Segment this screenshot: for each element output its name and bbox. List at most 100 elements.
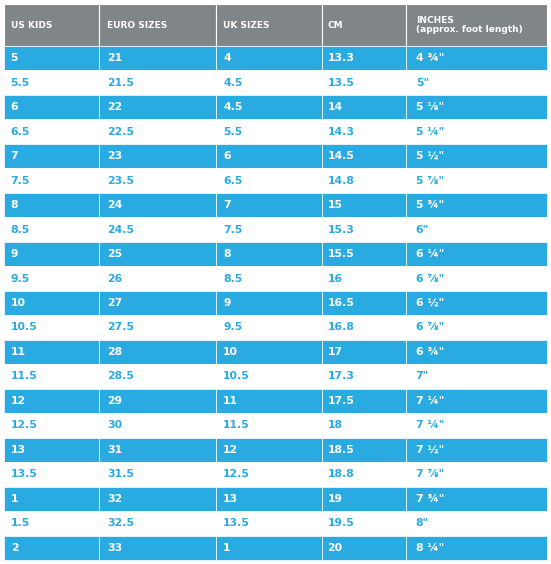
Text: 19: 19 bbox=[327, 494, 343, 504]
Text: 15.3: 15.3 bbox=[327, 224, 354, 235]
Text: 11.5: 11.5 bbox=[223, 420, 250, 430]
Bar bbox=[322, 364, 406, 389]
Bar bbox=[406, 389, 547, 413]
Bar bbox=[99, 315, 216, 340]
Bar bbox=[322, 511, 406, 536]
Bar bbox=[99, 193, 216, 217]
Bar bbox=[406, 511, 547, 536]
Text: 8.5: 8.5 bbox=[10, 224, 30, 235]
Text: 18: 18 bbox=[327, 420, 343, 430]
Text: 6: 6 bbox=[223, 151, 231, 161]
Bar bbox=[216, 169, 322, 193]
Text: 16.8: 16.8 bbox=[327, 323, 354, 332]
Bar bbox=[322, 291, 406, 315]
Bar bbox=[99, 169, 216, 193]
Bar bbox=[4, 193, 99, 217]
Text: 7 ⅞": 7 ⅞" bbox=[415, 469, 444, 479]
Text: 5.5: 5.5 bbox=[10, 78, 30, 88]
Bar bbox=[406, 413, 547, 438]
Bar bbox=[406, 169, 547, 193]
Text: 18.8: 18.8 bbox=[327, 469, 354, 479]
Text: 23.5: 23.5 bbox=[107, 175, 134, 186]
Text: 6.5: 6.5 bbox=[10, 127, 30, 136]
Text: 9.5: 9.5 bbox=[10, 274, 30, 284]
Text: 12.5: 12.5 bbox=[10, 420, 37, 430]
Text: 20: 20 bbox=[327, 543, 343, 553]
Bar bbox=[99, 46, 216, 70]
Bar bbox=[4, 4, 99, 46]
Text: 29: 29 bbox=[107, 396, 122, 406]
Text: 1.5: 1.5 bbox=[10, 518, 30, 528]
Text: UK SIZES: UK SIZES bbox=[223, 20, 269, 29]
Text: 15.5: 15.5 bbox=[327, 249, 354, 259]
Text: 11: 11 bbox=[10, 347, 26, 357]
Text: 14.3: 14.3 bbox=[327, 127, 354, 136]
Bar bbox=[4, 266, 99, 291]
Text: 12.5: 12.5 bbox=[223, 469, 250, 479]
Text: 5 ¾": 5 ¾" bbox=[415, 200, 444, 210]
Bar bbox=[406, 46, 547, 70]
Bar bbox=[216, 70, 322, 95]
Bar bbox=[406, 193, 547, 217]
Bar bbox=[216, 46, 322, 70]
Bar bbox=[99, 217, 216, 242]
Bar bbox=[99, 536, 216, 560]
Bar bbox=[4, 536, 99, 560]
Bar bbox=[406, 462, 547, 487]
Bar bbox=[322, 144, 406, 169]
Text: 7 ¼": 7 ¼" bbox=[415, 396, 444, 406]
Text: 6 ½": 6 ½" bbox=[415, 298, 444, 308]
Bar bbox=[4, 511, 99, 536]
Bar bbox=[322, 487, 406, 511]
Bar bbox=[4, 169, 99, 193]
Text: 7": 7" bbox=[415, 372, 429, 381]
Bar bbox=[322, 413, 406, 438]
Bar bbox=[99, 462, 216, 487]
Bar bbox=[4, 217, 99, 242]
Bar bbox=[4, 144, 99, 169]
Bar bbox=[406, 4, 547, 46]
Bar bbox=[322, 4, 406, 46]
Text: 16.5: 16.5 bbox=[327, 298, 354, 308]
Text: 13: 13 bbox=[10, 445, 26, 455]
Text: 11: 11 bbox=[223, 396, 238, 406]
Text: 7 ½": 7 ½" bbox=[415, 445, 444, 455]
Text: 14.8: 14.8 bbox=[327, 175, 354, 186]
Bar bbox=[216, 487, 322, 511]
Text: 17.5: 17.5 bbox=[327, 396, 354, 406]
Bar bbox=[4, 70, 99, 95]
Text: 33: 33 bbox=[107, 543, 122, 553]
Bar bbox=[406, 266, 547, 291]
Text: 7 ¾": 7 ¾" bbox=[415, 494, 444, 504]
Bar bbox=[322, 120, 406, 144]
Text: 6": 6" bbox=[415, 224, 429, 235]
Text: 1: 1 bbox=[10, 494, 18, 504]
Text: 5 ¼": 5 ¼" bbox=[415, 127, 444, 136]
Bar bbox=[322, 46, 406, 70]
Text: 8: 8 bbox=[10, 200, 18, 210]
Text: 11.5: 11.5 bbox=[10, 372, 37, 381]
Bar bbox=[322, 438, 406, 462]
Text: 5: 5 bbox=[10, 53, 18, 63]
Bar bbox=[216, 462, 322, 487]
Bar bbox=[216, 340, 322, 364]
Text: 6.5: 6.5 bbox=[223, 175, 242, 186]
Text: 21.5: 21.5 bbox=[107, 78, 134, 88]
Text: 10: 10 bbox=[223, 347, 238, 357]
Text: 7: 7 bbox=[223, 200, 231, 210]
Bar bbox=[99, 413, 216, 438]
Bar bbox=[99, 4, 216, 46]
Bar bbox=[406, 95, 547, 120]
Text: 28.5: 28.5 bbox=[107, 372, 134, 381]
Bar bbox=[216, 291, 322, 315]
Text: 10.5: 10.5 bbox=[223, 372, 250, 381]
Text: 7.5: 7.5 bbox=[10, 175, 30, 186]
Text: 17.3: 17.3 bbox=[327, 372, 354, 381]
Bar bbox=[322, 70, 406, 95]
Bar bbox=[322, 340, 406, 364]
Text: 4: 4 bbox=[223, 53, 231, 63]
Bar bbox=[4, 364, 99, 389]
Text: US KIDS: US KIDS bbox=[10, 20, 52, 29]
Bar bbox=[99, 291, 216, 315]
Bar bbox=[216, 95, 322, 120]
